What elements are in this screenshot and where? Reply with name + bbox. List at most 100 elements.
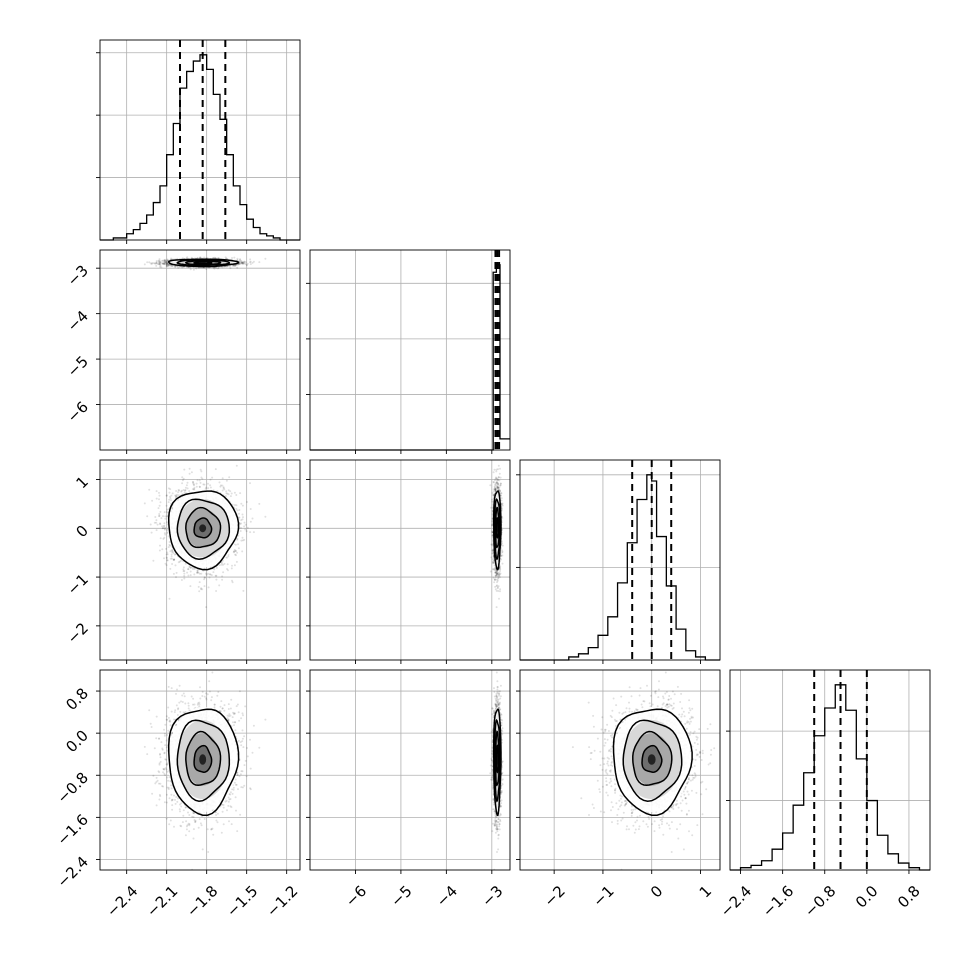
scatter-point (162, 527, 165, 530)
scatter-point (171, 492, 174, 495)
scatter-point (222, 487, 225, 490)
scatter-point (225, 492, 228, 495)
scatter-point (180, 489, 183, 492)
scatter-point (146, 261, 149, 264)
scatter-point (246, 526, 249, 529)
contour-p1-p2-0 (193, 261, 213, 265)
scatter-point (241, 262, 244, 265)
scatter-point (218, 481, 221, 484)
panel-p2-p1: −6−5−4−3 (64, 249, 301, 454)
scatter-point (165, 556, 168, 559)
scatter-point (165, 564, 168, 567)
scatter-point (184, 489, 186, 492)
scatter-point (169, 557, 172, 560)
scatter-point (191, 481, 194, 483)
panel-p2-p2 (306, 249, 511, 454)
scatter-point (192, 482, 195, 485)
scatter-point (170, 549, 173, 552)
scatter-point (166, 259, 169, 262)
scatter-point (166, 515, 169, 518)
scatter-point (213, 256, 216, 259)
scatter-point (171, 506, 174, 509)
scatter-point (252, 531, 255, 534)
scatter-point (220, 484, 222, 487)
scatter-point (184, 562, 187, 565)
scatter-point (184, 486, 187, 489)
scatter-point (235, 494, 238, 496)
scatter-point (241, 550, 244, 553)
scatter-point (212, 571, 215, 574)
scatter-point (162, 525, 165, 528)
scatter-point (159, 261, 162, 264)
scatter-point (205, 572, 207, 575)
scatter-point (154, 262, 157, 265)
scatter-point (161, 259, 164, 262)
scatter-point (166, 265, 169, 268)
scatter-point (244, 528, 247, 531)
ytick-label-p2-2: −4 (64, 307, 92, 335)
scatter-point (187, 568, 190, 571)
ytick-label-p2-3: −3 (64, 261, 92, 289)
histogram-p1 (100, 54, 300, 241)
scatter-point (163, 263, 166, 265)
scatter-point (177, 491, 180, 494)
scatter-point (171, 550, 174, 553)
scatter-point (239, 258, 242, 261)
scatter-point (161, 262, 164, 265)
scatter-point (174, 495, 177, 498)
scatter-point (149, 262, 152, 265)
scatter-point (189, 566, 192, 569)
scatter-point (196, 569, 199, 572)
scatter-point (236, 509, 239, 512)
scatter-point (241, 539, 244, 542)
scatter-point (230, 492, 233, 495)
scatter-point (251, 261, 254, 264)
scatter-point (163, 261, 166, 264)
scatter-point (165, 263, 168, 265)
scatter-point (169, 264, 172, 267)
scatter-point (158, 258, 161, 261)
scatter-point (160, 517, 163, 520)
scatter-point (237, 543, 239, 546)
scatter-point (191, 488, 194, 491)
scatter-point (205, 268, 208, 270)
scatter-point (173, 558, 175, 561)
scatter-point (201, 477, 204, 480)
scatter-point (168, 597, 171, 600)
scatter-point (174, 265, 177, 268)
scatter-point (169, 544, 172, 547)
scatter-point (188, 467, 191, 470)
scatter-point (241, 262, 244, 264)
scatter-point (207, 572, 209, 575)
scatter-point (241, 261, 244, 264)
scatter-point (186, 481, 189, 484)
scatter-point (156, 263, 159, 265)
scatter-point (236, 263, 239, 266)
scatter-point (158, 261, 161, 264)
scatter-point (229, 490, 232, 493)
scatter-point (258, 502, 261, 505)
scatter-point (222, 563, 224, 566)
scatter-point (165, 261, 168, 264)
scatter-point (165, 263, 168, 266)
scatter-point (177, 489, 180, 491)
scatter-point (249, 261, 251, 264)
scatter-point (238, 523, 241, 526)
scatter-point (158, 498, 160, 501)
scatter-point (225, 265, 228, 268)
scatter-point (241, 262, 244, 264)
scatter-point (228, 265, 231, 268)
scatter-point (244, 263, 247, 265)
scatter-point (233, 491, 236, 494)
panel-content (143, 464, 267, 609)
scatter-point (186, 571, 189, 574)
scatter-point (171, 557, 174, 560)
scatter-point (162, 262, 165, 265)
scatter-point (163, 528, 166, 531)
scatter-point (258, 261, 261, 264)
scatter-point (198, 479, 201, 482)
panel-content (143, 256, 267, 271)
scatter-point (203, 576, 206, 579)
scatter-point (163, 261, 166, 264)
